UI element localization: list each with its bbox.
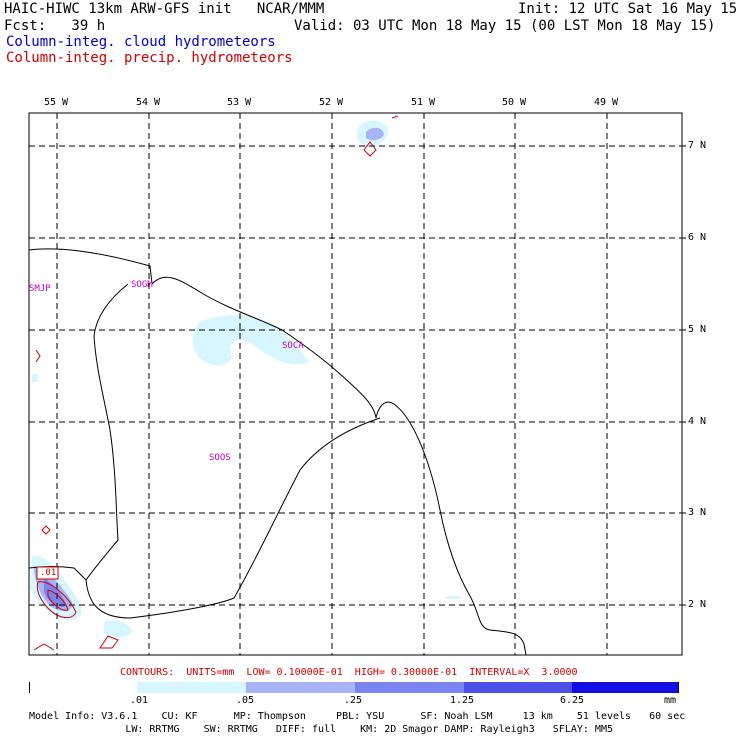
precip-contours <box>33 115 399 651</box>
header-init: Init: 12 UTC Sat 16 May 15 <box>518 1 738 17</box>
colorbar-tick: 6.25 <box>560 695 585 706</box>
legend-precip: Column-integ. precip. hydrometeors <box>6 50 293 66</box>
station-sogm: SOGM <box>131 280 153 290</box>
cloud-patch <box>192 315 310 366</box>
colorbar-unit: mm <box>664 695 677 706</box>
station-smjp: SMJP <box>29 284 51 294</box>
colorbar-segment <box>464 682 572 693</box>
legend-cloud: Column-integ. cloud hydrometeors <box>6 34 276 50</box>
lon-label: 55 W <box>44 97 69 108</box>
colorbar-tick: .05 <box>236 695 255 706</box>
cloud-patch <box>32 374 38 382</box>
colorbar-segment <box>572 682 678 693</box>
grid-lines <box>29 113 682 655</box>
colorbar-tick: .01 <box>130 695 149 706</box>
lon-label: 49 W <box>594 97 619 108</box>
colorbar-segment <box>137 682 246 693</box>
coastlines <box>28 248 527 656</box>
colorbar-segment <box>30 682 137 693</box>
header-title: HAIC-HIWC 13km ARW-GFS init NCAR/MMM <box>4 1 325 17</box>
colorbar-segment <box>355 682 464 693</box>
lon-label: 52 W <box>319 97 344 108</box>
cloud-patch <box>44 578 66 608</box>
lon-label: 54 W <box>136 97 161 108</box>
precip-label-box <box>36 566 59 580</box>
precip-box-label: .01 <box>40 568 57 578</box>
cloud-patch <box>446 596 460 599</box>
model-info-line2: LW: RRTMG SW: RRTMG DIFF: full KM: 2D Sm… <box>29 724 613 735</box>
colorbar-segment <box>246 682 355 693</box>
map-frame <box>28 112 683 656</box>
model-info-line1: Model Info: V3.6.1 CU: KF MP: Thompson P… <box>29 711 686 722</box>
lat-label: 7 N <box>688 140 707 151</box>
lon-label: 51 W <box>411 97 436 108</box>
station-soca: SOCA <box>282 341 304 351</box>
cloud-fill-layer <box>30 120 460 638</box>
colorbar-tick: .25 <box>344 695 363 706</box>
cloud-patch <box>104 620 132 638</box>
lat-label: 5 N <box>688 324 707 335</box>
lat-label: 4 N <box>688 416 707 427</box>
header-forecast: Fcst: 39 h <box>4 18 106 34</box>
lat-ticks <box>682 145 686 606</box>
contours-info: CONTOURS: UNITS=mm LOW= 0.10000E-01 HIGH… <box>120 667 578 678</box>
lat-label: 3 N <box>688 507 707 518</box>
lat-label: 2 N <box>688 599 707 610</box>
lon-label: 53 W <box>227 97 252 108</box>
lat-label: 6 N <box>688 232 707 243</box>
colorbar-tick: 1.25 <box>450 695 475 706</box>
header-valid: Valid: 03 UTC Mon 18 May 15 (00 LST Mon … <box>294 18 716 34</box>
lon-label: 50 W <box>502 97 527 108</box>
station-soos: SOOS <box>209 453 231 463</box>
cloud-patch <box>366 127 384 141</box>
